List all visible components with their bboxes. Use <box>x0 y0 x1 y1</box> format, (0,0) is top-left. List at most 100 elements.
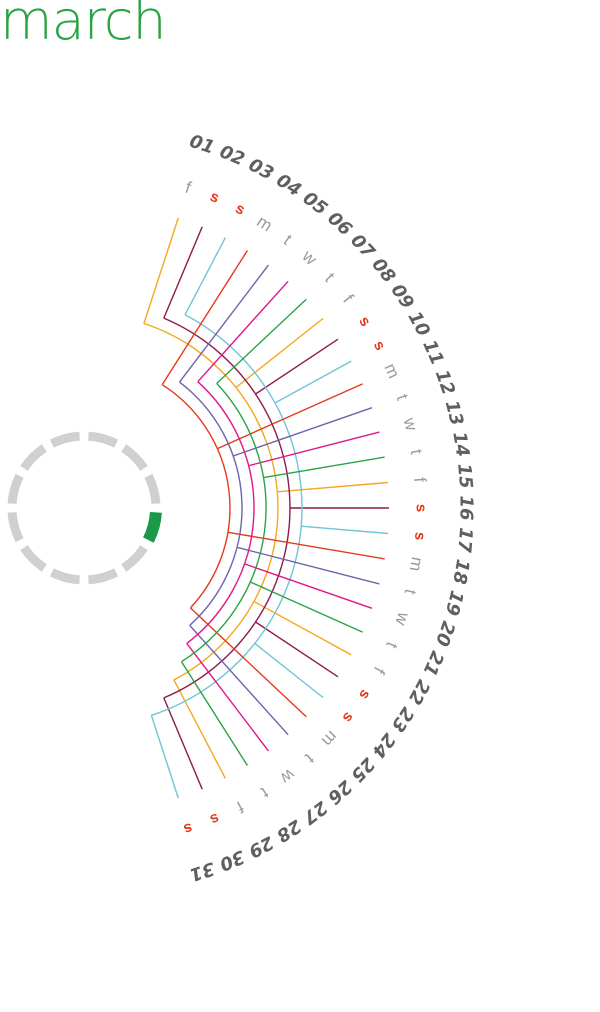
weekday-letter: w <box>298 246 321 269</box>
weekday-letter: t <box>407 448 427 456</box>
weekday-letter: f <box>233 797 246 816</box>
day-number[interactable]: 22 <box>403 676 433 708</box>
day-number[interactable]: 15 <box>453 463 476 490</box>
weekday-chain-m <box>161 250 385 718</box>
weekday-letter: f <box>370 664 389 678</box>
weekday-letter: f <box>183 178 194 198</box>
day-connector <box>244 563 373 609</box>
weekday-chain-f <box>143 217 388 779</box>
weekday-letter: m <box>318 727 342 750</box>
day-number[interactable]: 02 <box>216 141 247 170</box>
day-number[interactable]: 14 <box>448 430 473 458</box>
day-connector <box>255 338 339 395</box>
dial-segment <box>144 473 161 505</box>
weekday-letter: s <box>232 200 247 219</box>
day-number[interactable]: 01 <box>187 131 217 159</box>
day-connector <box>178 264 269 383</box>
day-connector <box>250 581 363 633</box>
day-connector <box>163 697 203 790</box>
day-connector <box>255 621 339 678</box>
weekday-letter: s <box>355 313 374 329</box>
weekday-letter: s <box>207 188 221 207</box>
dial-segment <box>121 444 148 471</box>
day-connector <box>235 317 324 389</box>
day-connector <box>186 642 269 752</box>
weekday-letter: m <box>406 556 427 573</box>
day-number[interactable]: 06 <box>323 208 356 240</box>
weekday-letter: w <box>276 765 299 789</box>
weekday-arc <box>179 381 243 626</box>
day-connector <box>217 383 363 450</box>
day-connector <box>263 456 385 479</box>
day-number[interactable]: 04 <box>272 170 304 201</box>
day-connector <box>150 715 179 799</box>
day-number[interactable]: 09 <box>387 280 418 312</box>
day-number[interactable]: 10 <box>403 308 433 340</box>
weekday-arc <box>186 381 255 644</box>
dial-segment <box>87 568 119 585</box>
day-number[interactable]: 03 <box>245 154 277 184</box>
weekday-letter: s <box>339 709 358 726</box>
day-number[interactable]: 08 <box>367 254 399 287</box>
weekday-letter: t <box>321 269 338 286</box>
day-number[interactable]: 25 <box>346 753 378 786</box>
day-number[interactable]: 19 <box>441 588 468 617</box>
dial-segment <box>87 431 119 448</box>
dial-segment <box>20 545 47 572</box>
day-connector <box>254 642 324 699</box>
day-connector <box>143 217 179 324</box>
weekday-letter: s <box>355 686 374 702</box>
dial-segment <box>121 545 148 572</box>
day-number[interactable]: 21 <box>418 648 447 679</box>
day-number[interactable]: 13 <box>441 398 468 427</box>
day-connector <box>216 298 307 384</box>
weekday-chain-w <box>186 280 380 752</box>
day-connector <box>236 546 380 585</box>
day-number[interactable]: 28 <box>272 815 304 846</box>
weekday-letter: w <box>391 609 414 628</box>
day-connector <box>248 431 380 467</box>
weekday-arc <box>161 384 231 609</box>
dial-segment <box>7 511 24 543</box>
day-number[interactable]: 12 <box>431 367 459 398</box>
weekday-letter: t <box>301 750 317 767</box>
day-number[interactable]: 20 <box>431 618 459 649</box>
weekday-letter: s <box>370 338 389 354</box>
dial-segment-active <box>142 511 162 543</box>
day-number[interactable]: 23 <box>387 703 418 735</box>
day-number[interactable]: 27 <box>298 796 331 828</box>
day-number[interactable]: 05 <box>299 188 332 220</box>
day-number[interactable]: 24 <box>367 729 399 762</box>
day-connector <box>301 525 388 535</box>
day-connector <box>189 607 307 718</box>
weekday-chain-t2 <box>180 298 385 766</box>
day-number[interactable]: 16 <box>456 495 477 520</box>
day-connector <box>227 531 385 560</box>
day-number[interactable]: 26 <box>323 776 356 808</box>
weekday-letter: m <box>380 361 403 382</box>
day-number[interactable]: 18 <box>448 558 473 586</box>
day-connector <box>197 280 289 383</box>
day-number[interactable]: 30 <box>216 846 247 875</box>
day-connector <box>173 679 226 779</box>
day-number[interactable]: 31 <box>187 857 217 885</box>
weekday-letter: t <box>393 392 413 403</box>
weekday-letter: s <box>411 531 429 541</box>
day-number[interactable]: 11 <box>418 337 447 368</box>
day-number[interactable]: 07 <box>346 230 379 263</box>
weekday-chain-t1 <box>178 264 380 736</box>
day-number[interactable]: 29 <box>245 831 277 861</box>
weekday-letter: t <box>401 587 421 597</box>
day-number[interactable]: 17 <box>453 527 476 554</box>
day-connector <box>184 237 226 316</box>
weekday-letter: t <box>280 231 295 249</box>
weekday-chain-s1 <box>163 226 389 790</box>
day-connector <box>189 624 289 736</box>
weekday-letter: w <box>399 415 421 433</box>
weekday-letter: s <box>207 809 221 828</box>
dial-segment <box>20 444 47 471</box>
day-connectors <box>143 217 389 799</box>
dial-segment <box>49 568 81 585</box>
weekday-arc <box>151 314 303 716</box>
